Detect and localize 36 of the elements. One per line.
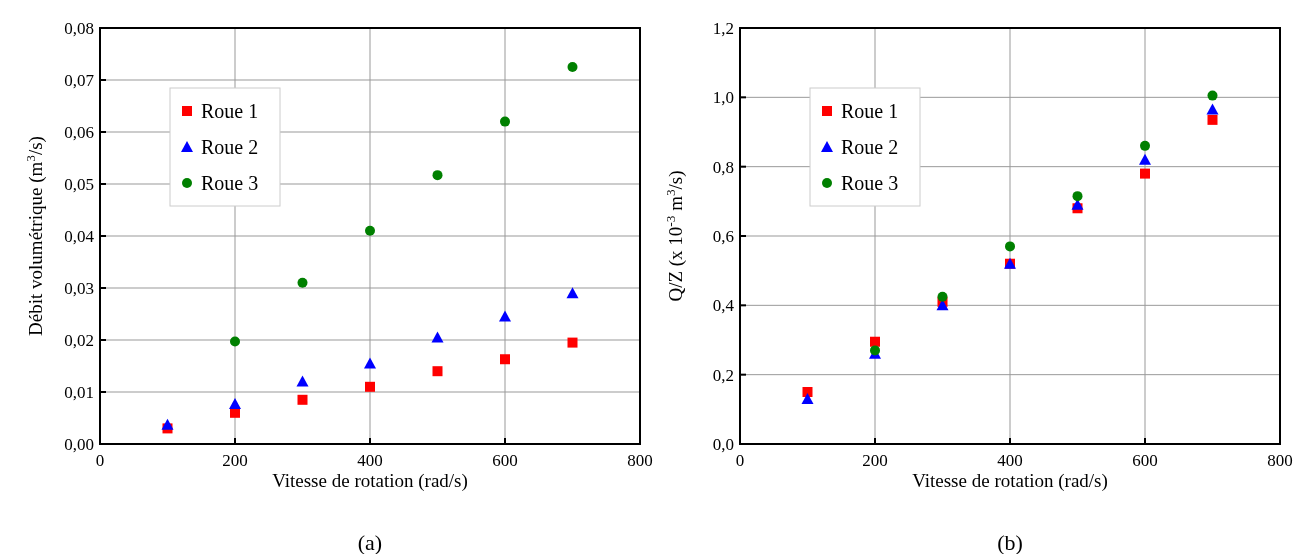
y-tick-label: 0,8 — [712, 157, 734, 177]
y-tick-label: 1,2 — [712, 19, 734, 38]
x-tick-label: 600 — [1132, 451, 1158, 470]
text: (a) — [357, 530, 383, 554]
y-tick-label: 0,6 — [712, 227, 734, 246]
x-tick-label: 400 — [357, 451, 383, 470]
legend-label: Roue 2 — [841, 136, 899, 158]
x-tick-label: 800 — [627, 451, 653, 470]
x-tick-label: 0 — [95, 451, 105, 470]
y-tick-label: 0,0 — [712, 435, 734, 454]
y-tick-label: 0,03 — [64, 279, 94, 298]
legend-label: Roue 3 — [841, 172, 899, 194]
text: (b) — [997, 530, 1023, 554]
y-tick-label: 0,00 — [64, 435, 94, 454]
x-tick-label: 0 — [735, 451, 745, 470]
y-tick-label: 0,08 — [64, 19, 94, 38]
legend-label: Roue 1 — [201, 100, 259, 122]
x-tick-label: 200 — [862, 451, 888, 470]
y-tick-label: 0,07 — [64, 71, 95, 90]
y-tick-label: 0,02 — [64, 331, 94, 350]
y-tick-label: 0,04 — [64, 227, 95, 246]
y-tick-label: 0,01 — [64, 383, 94, 402]
x-axis-title: Vitesse de rotation (rad/s) — [272, 470, 468, 492]
legend-label: Roue 1 — [841, 100, 899, 122]
x-tick-label: 400 — [997, 451, 1023, 470]
x-tick-label: 600 — [492, 451, 518, 470]
legend-label: Roue 3 — [201, 172, 259, 194]
y-tick-label: 0,4 — [712, 296, 735, 316]
legend-label: Roue 2 — [201, 136, 259, 158]
x-tick-label: 800 — [1267, 451, 1293, 470]
x-tick-label: 200 — [222, 451, 248, 470]
y-tick-label: 0,2 — [712, 365, 734, 385]
y-tick-label: 1,0 — [712, 88, 734, 108]
y-tick-label: 0,06 — [64, 123, 94, 142]
x-axis-title: Vitesse de rotation (rad/s) — [912, 470, 1108, 492]
y-tick-label: 0,05 — [64, 175, 94, 194]
